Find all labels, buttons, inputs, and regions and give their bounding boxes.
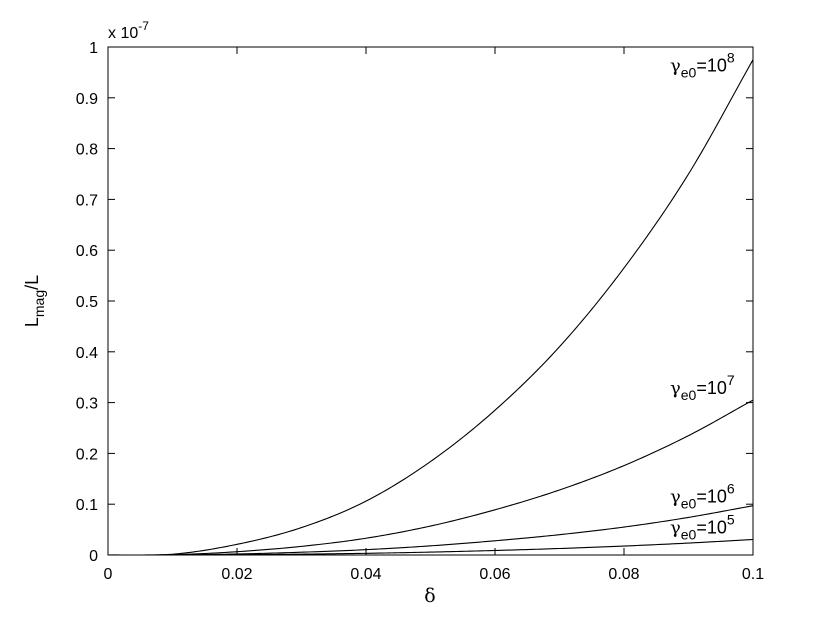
- series-label-symbol: γ: [670, 487, 681, 508]
- y-tick-label: 0: [89, 548, 98, 565]
- series-label: γe0=106: [670, 481, 735, 512]
- y-tick-label: 0.4: [76, 345, 98, 362]
- x-axis-title: δ: [424, 585, 435, 607]
- series-label: γe0=108: [670, 50, 735, 81]
- series-line-0: [107, 59, 754, 556]
- series-label-eq: =10: [696, 487, 727, 507]
- series-label-eq: =10: [696, 56, 727, 76]
- series-label-subscript: e0: [681, 65, 697, 81]
- x-axis: 0 0.02 0.04 0.06 0.08 0.1: [104, 47, 764, 583]
- y-tick-label: 0.7: [76, 192, 98, 209]
- y-tick-label: 0.9: [76, 91, 98, 108]
- x-tick-label: 0.04: [350, 566, 381, 583]
- series-label: γe0=107: [670, 372, 735, 403]
- y-tick-label: 0.6: [76, 243, 98, 260]
- series-line-3: [108, 538, 754, 556]
- series-label-exponent: 5: [727, 512, 735, 528]
- y-tick-label: 0.2: [76, 446, 98, 463]
- series-label-symbol: γ: [670, 56, 681, 77]
- y-axis-title: Lmag/L: [22, 275, 47, 327]
- y-tick-label: 0.3: [76, 396, 98, 413]
- x-tick-label: 0: [104, 566, 113, 583]
- series-label-exponent: 6: [727, 481, 735, 497]
- y-tick-label: 1: [89, 40, 98, 57]
- series-label-subscript: e0: [681, 527, 697, 543]
- series-line-1: [107, 399, 754, 556]
- series-label-eq: =10: [696, 518, 727, 538]
- series-lines: [107, 59, 754, 556]
- series-label-symbol: γ: [670, 518, 681, 539]
- plot-area: [107, 46, 754, 556]
- x-tick-label: 0.1: [742, 566, 764, 583]
- y-tick-label: 0.1: [76, 497, 98, 514]
- y-tick-label: 0.5: [76, 294, 98, 311]
- x-tick-label: 0.06: [479, 566, 510, 583]
- series-label-symbol: γ: [670, 378, 681, 399]
- y-axis: 0 0.1 0.2 0.3 0.4 0.5 0.6 0.7 0.8 0.9 1: [76, 40, 753, 565]
- series-label-subscript: e0: [681, 387, 697, 403]
- x-tick-label: 0.08: [608, 566, 639, 583]
- series-label: γe0=105: [670, 512, 735, 543]
- y-multiplier: x 10-7: [108, 19, 149, 42]
- series-label-eq: =10: [696, 378, 727, 398]
- x-tick-label: 0.02: [221, 566, 252, 583]
- series-label-subscript: e0: [681, 496, 697, 512]
- series-label-exponent: 8: [727, 50, 735, 66]
- series-label-exponent: 7: [727, 372, 735, 388]
- y-tick-label: 0.8: [76, 142, 98, 159]
